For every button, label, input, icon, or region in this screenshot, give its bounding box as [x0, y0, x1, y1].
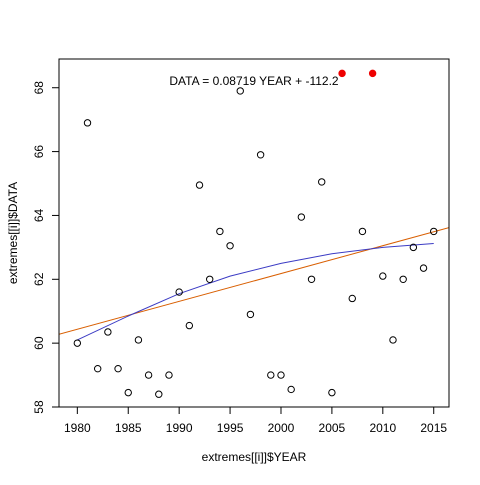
data-point [277, 371, 285, 379]
data-point [236, 87, 244, 95]
data-point [267, 371, 275, 379]
data-point [307, 275, 316, 283]
x-tick-label: 1990 [166, 421, 193, 435]
data-point [419, 264, 428, 272]
highlight-point [338, 69, 346, 78]
fit-lines-layer [59, 227, 449, 341]
data-point [216, 227, 224, 236]
data-point [93, 364, 102, 373]
y-axis-label: extremes[[i]]$DATA [6, 182, 20, 284]
data-point [114, 364, 122, 373]
x-axis-label: extremes[[i]]$YEAR [202, 450, 307, 464]
highlight-point [368, 69, 377, 78]
data-point [73, 339, 82, 347]
data-point [430, 227, 438, 236]
data-point [165, 371, 173, 379]
data-point [297, 213, 306, 221]
data-point [399, 275, 407, 283]
y-tick-label: 64 [32, 208, 46, 222]
axes-layer: 1980 1985 1990 1995 2000 2005 2010 2015 58 60 62 64… [32, 81, 447, 435]
data-point [155, 390, 163, 398]
data-point [226, 242, 234, 250]
data-point [389, 336, 397, 344]
x-tick-label: 2015 [420, 421, 447, 435]
data-point [379, 272, 387, 280]
x-tick-label: 1980 [64, 421, 91, 435]
data-point [195, 181, 204, 189]
data-point [358, 227, 367, 236]
regression-equation-label: DATA = 0.08719 YEAR + -112.2 [169, 74, 339, 88]
y-tick-label: 62 [32, 272, 46, 286]
data-point [83, 119, 92, 127]
data-point [144, 371, 153, 379]
x-tick-label: 2000 [268, 421, 295, 435]
x-tick-label: 1985 [115, 421, 142, 435]
data-point [104, 328, 112, 336]
data-point [175, 288, 183, 296]
x-tick-label: 1995 [217, 421, 244, 435]
data-point [124, 388, 132, 397]
data-point [206, 275, 214, 283]
data-point [185, 321, 194, 330]
regression-line [59, 227, 449, 335]
y-tick-label: 60 [32, 336, 46, 350]
data-point [287, 385, 295, 394]
data-point [409, 243, 418, 252]
data-point [246, 310, 255, 319]
x-tick-label: 2010 [369, 421, 396, 435]
y-tick-label: 58 [32, 400, 46, 414]
x-tick-label: 2005 [319, 421, 346, 435]
data-point [318, 178, 326, 186]
smooth-curve [77, 243, 434, 341]
y-tick-label: 66 [32, 145, 46, 159]
data-point [256, 151, 265, 159]
y-tick-label: 68 [32, 81, 46, 95]
data-point [134, 336, 143, 344]
plot-frame [58, 58, 450, 408]
data-point [328, 388, 336, 397]
data-points-layer [73, 69, 438, 398]
data-point [348, 294, 356, 303]
